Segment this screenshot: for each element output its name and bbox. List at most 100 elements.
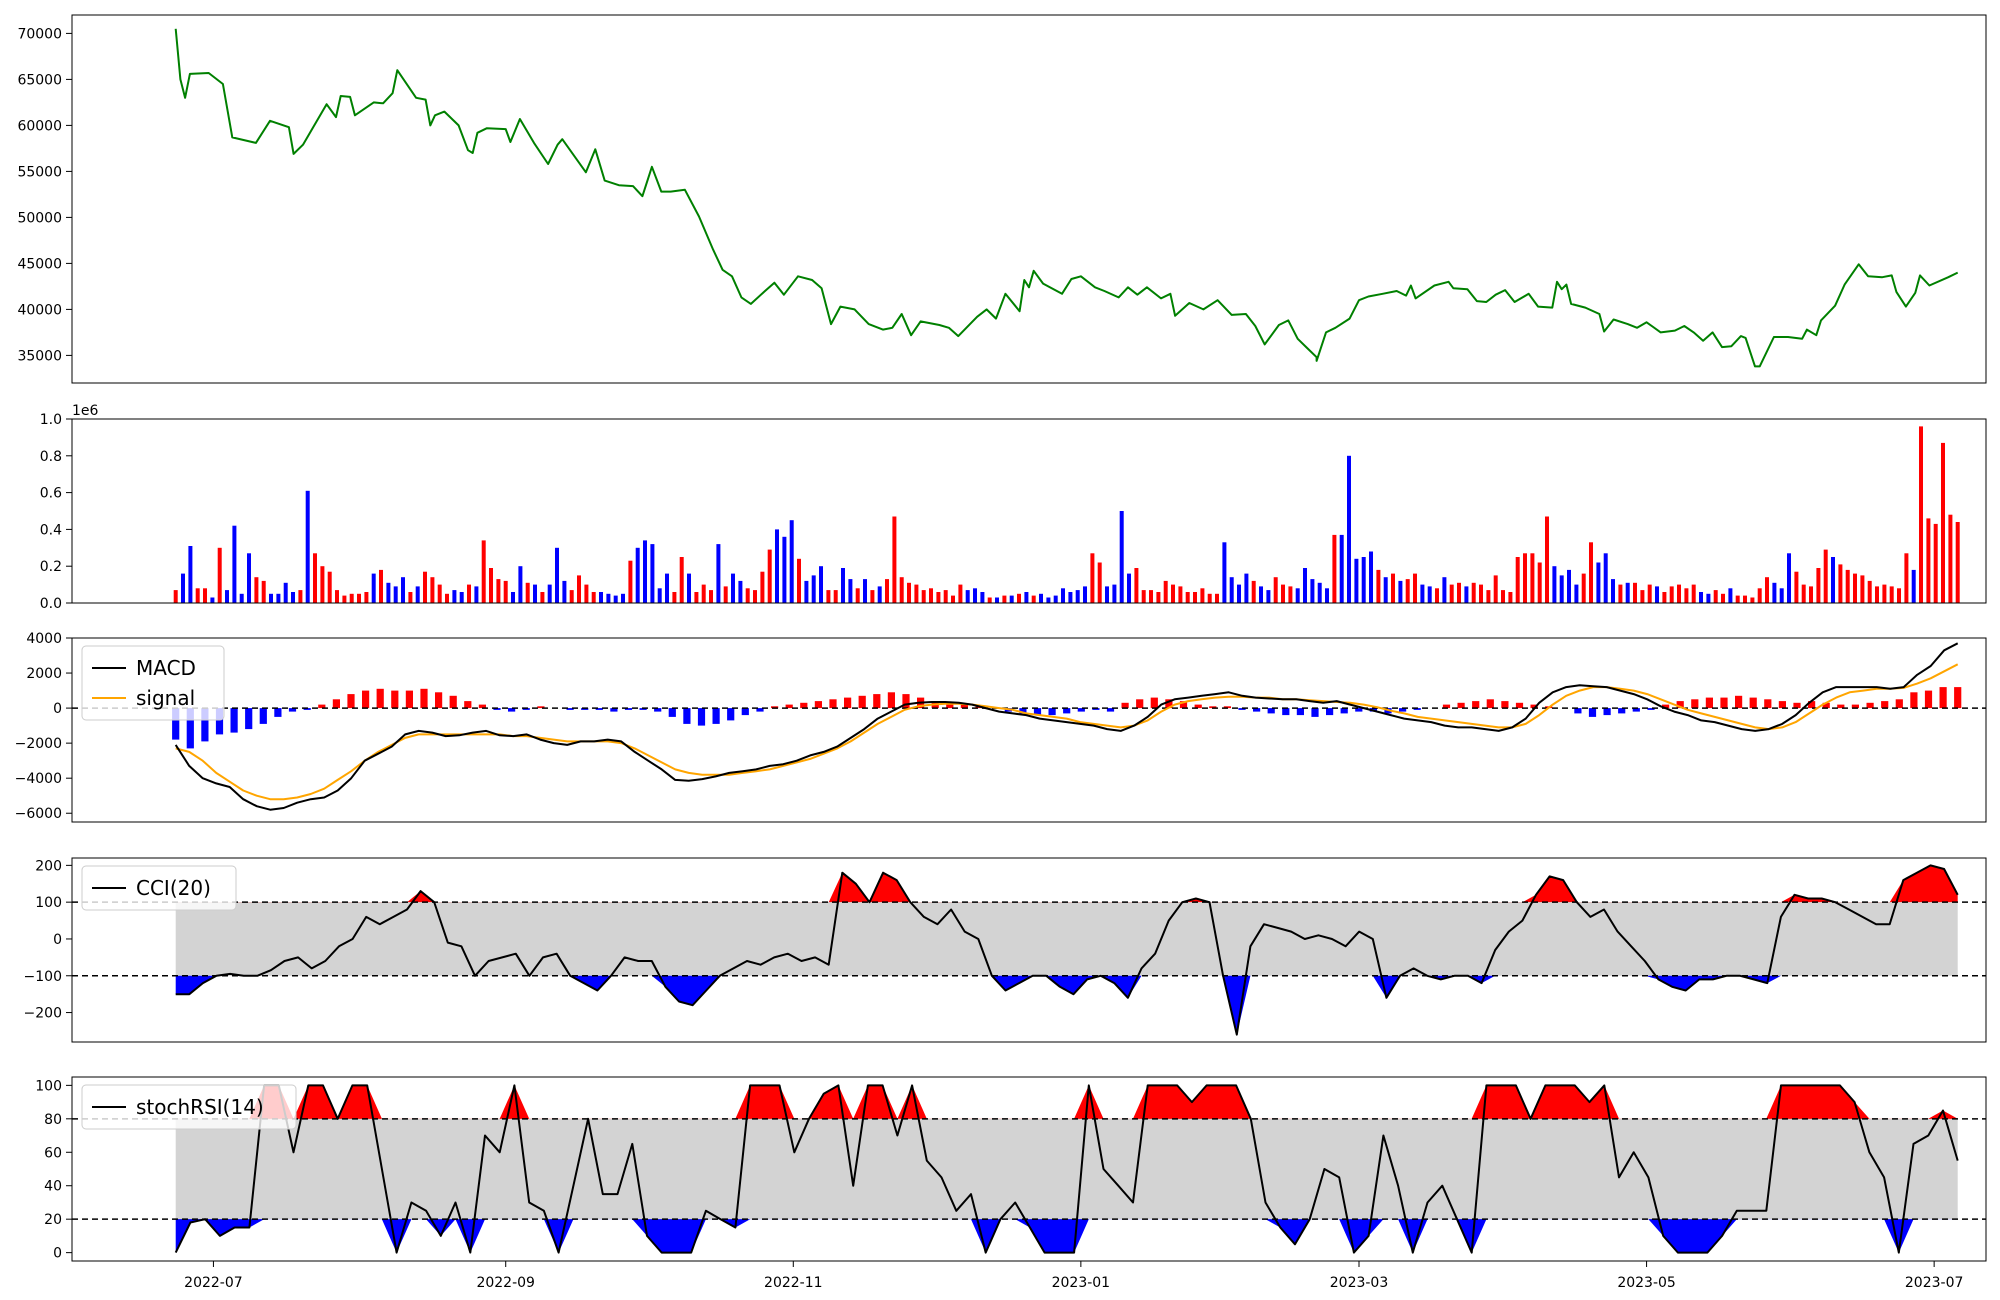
stochrsi-line: [174, 1084, 1959, 1254]
macd-histogram-bar: [1647, 708, 1655, 710]
macd-histogram-bar: [1486, 699, 1494, 709]
volume-bar: [1046, 597, 1051, 603]
volume-bar: [489, 568, 493, 603]
macd-histogram-bar: [1501, 701, 1509, 709]
y-tick-label: 40: [44, 1179, 62, 1195]
volume-bar: [1002, 595, 1007, 603]
y-tick-label: 60000: [17, 118, 62, 134]
volume-bar: [1427, 586, 1432, 603]
macd-histogram-bar: [332, 699, 340, 709]
macd-histogram-bar: [1881, 701, 1889, 709]
volume-bar: [342, 595, 347, 603]
y-tick-label: 0: [53, 701, 62, 717]
volume-bar: [1574, 584, 1579, 603]
macd-histogram-bar: [1632, 708, 1640, 712]
y-tick-label: 40000: [17, 302, 62, 318]
volume-bar: [1339, 534, 1344, 603]
macd-histogram-bar: [362, 690, 370, 709]
signal-line: [175, 663, 1959, 801]
macd-histogram-bar: [1092, 708, 1100, 710]
macd-histogram-bar: [814, 701, 822, 709]
macd-histogram-bar: [405, 690, 413, 709]
volume-bar: [1376, 569, 1381, 603]
macd-histogram-bar: [376, 688, 384, 709]
macd-histogram-bar: [1764, 699, 1772, 709]
volume-bar: [1640, 590, 1645, 603]
volume-bar: [1171, 584, 1175, 603]
volume-bar: [1559, 575, 1564, 603]
volume-bar: [1149, 590, 1153, 603]
volume-bar: [1757, 588, 1762, 603]
volume-bar: [1677, 584, 1681, 603]
volume-bar: [1713, 590, 1718, 603]
volume-bar: [1398, 580, 1403, 603]
volume-bar: [1244, 573, 1249, 603]
volume-bar: [1325, 588, 1329, 603]
macd-histogram-bar: [1895, 699, 1903, 709]
volume-bar: [1743, 595, 1747, 603]
volume-bar: [1405, 579, 1410, 603]
volume-bar: [657, 588, 662, 603]
volume-bar: [723, 586, 728, 603]
y-tick-label: 60: [44, 1145, 62, 1161]
volume-bar: [753, 590, 757, 603]
volume-bar: [481, 540, 486, 603]
x-tick-label: 2022-11: [764, 1275, 823, 1291]
volume-bar: [1251, 580, 1256, 603]
y-tick-label: 0.8: [40, 449, 62, 465]
macd-histogram-bar: [946, 702, 954, 709]
volume-bar: [1053, 595, 1058, 603]
macd-histogram-bar: [303, 708, 311, 710]
volume-bar: [1332, 534, 1337, 603]
volume-bar: [1420, 584, 1425, 603]
volume-bar: [437, 584, 442, 603]
volume-bar: [1728, 588, 1733, 603]
macd-histogram-bar: [318, 704, 326, 709]
macd-histogram-bar: [771, 706, 779, 709]
macd-histogram-bar: [624, 708, 633, 710]
volume-bar: [298, 590, 303, 603]
volume-bar: [1926, 518, 1931, 603]
y-tick-label: 80: [44, 1112, 62, 1128]
volume-bar: [511, 592, 515, 603]
volume-bar: [804, 580, 809, 603]
macd-histogram-bar: [201, 708, 209, 742]
volume-bar: [606, 593, 611, 603]
volume-bar: [1611, 579, 1615, 603]
macd-histogram-bar: [1355, 708, 1363, 712]
volume-bar: [907, 582, 911, 603]
macd-histogram-bar: [1515, 702, 1524, 709]
macd-histogram-bar: [668, 708, 676, 717]
volume-bar: [833, 590, 838, 603]
macd-histogram-bar: [464, 701, 472, 709]
macd-histogram-bar: [829, 699, 837, 709]
macd-histogram-bar: [1720, 697, 1728, 709]
macd-histogram-bar: [887, 692, 895, 709]
volume-bar: [1215, 593, 1219, 603]
macd-histogram-bar: [1662, 704, 1670, 709]
macd-histogram-bar: [420, 688, 428, 709]
volume-bar: [899, 577, 904, 603]
panel-frame: [71, 1076, 1987, 1262]
volume-bar: [525, 582, 530, 603]
volume-bar: [965, 590, 970, 603]
legend-label: signal: [136, 686, 195, 710]
volume-bar: [269, 593, 273, 603]
volume-bar: [1413, 573, 1417, 603]
y-tick-label: 50000: [17, 210, 62, 226]
volume-bar: [995, 597, 999, 603]
volume-bar: [1875, 586, 1879, 603]
macd-histogram-bar: [1296, 708, 1304, 716]
macd-histogram-bar: [1077, 708, 1085, 712]
y-tick-label: 0: [53, 1246, 62, 1262]
panel-frame: [71, 857, 1987, 1043]
macd-histogram-bar: [1165, 699, 1173, 709]
y-tick-label: 2000: [26, 666, 62, 682]
macd-histogram-bar: [1238, 708, 1246, 710]
oversold-fill: [175, 1219, 1958, 1253]
macd-histogram-bar: [215, 708, 224, 735]
volume-bar: [1354, 558, 1359, 603]
y-tick-label: 0: [53, 932, 62, 948]
volume-bar: [789, 520, 794, 603]
macd-histogram-bar: [1924, 690, 1933, 709]
